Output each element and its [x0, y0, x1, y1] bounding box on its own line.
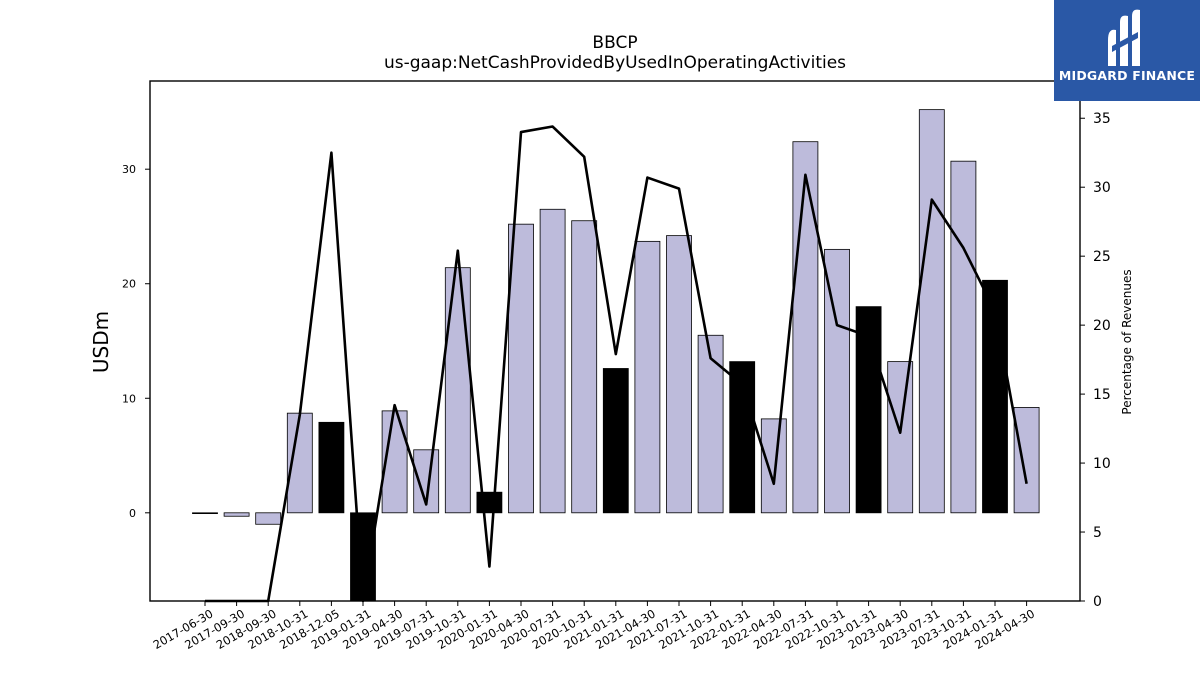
bar — [255, 512, 282, 525]
bar — [192, 512, 218, 515]
bar — [792, 141, 819, 514]
y2-tick-label: 15 — [1093, 387, 1111, 403]
logo-text: MIDGARD FINANCE — [1058, 68, 1196, 83]
y-tick-label: 30 — [122, 163, 136, 176]
bar — [223, 512, 250, 517]
y2-tick-label: 30 — [1093, 180, 1111, 196]
bar — [982, 279, 1008, 514]
bar — [887, 361, 914, 514]
y-tick-label: 20 — [122, 278, 136, 291]
bar — [508, 223, 534, 514]
midgard-logo-icon — [1108, 9, 1140, 67]
bar — [571, 220, 598, 514]
chart-subtitle: us-gaap:NetCashProvidedByUsedInOperating… — [383, 53, 847, 73]
y-tick-label: 10 — [122, 392, 136, 405]
bar — [950, 160, 977, 514]
bar — [1013, 407, 1040, 514]
bar — [918, 109, 945, 514]
bar — [855, 306, 882, 514]
bar — [824, 248, 850, 514]
plot-frame — [149, 80, 1081, 602]
y2-tick-label: 25 — [1093, 249, 1111, 265]
y2-tick-label: 5 — [1093, 525, 1102, 541]
y2-tick-label: 20 — [1093, 318, 1111, 334]
bar — [476, 491, 503, 514]
bar — [634, 240, 661, 514]
bar — [760, 418, 787, 514]
y2-tick-label: 0 — [1093, 594, 1102, 610]
bar — [602, 368, 629, 514]
bar — [539, 208, 566, 514]
y2-tick-label: 10 — [1093, 456, 1111, 472]
y-tick-label: 0 — [129, 507, 136, 520]
bar — [318, 421, 345, 514]
chart-title: BBCP — [592, 33, 638, 53]
y2-tick-label: 35 — [1093, 111, 1111, 127]
bar — [666, 235, 692, 514]
midgard-logo: MIDGARD FINANCE — [1054, 0, 1200, 101]
series-line — [205, 125, 1028, 603]
bar — [697, 334, 724, 514]
bar — [444, 267, 471, 514]
